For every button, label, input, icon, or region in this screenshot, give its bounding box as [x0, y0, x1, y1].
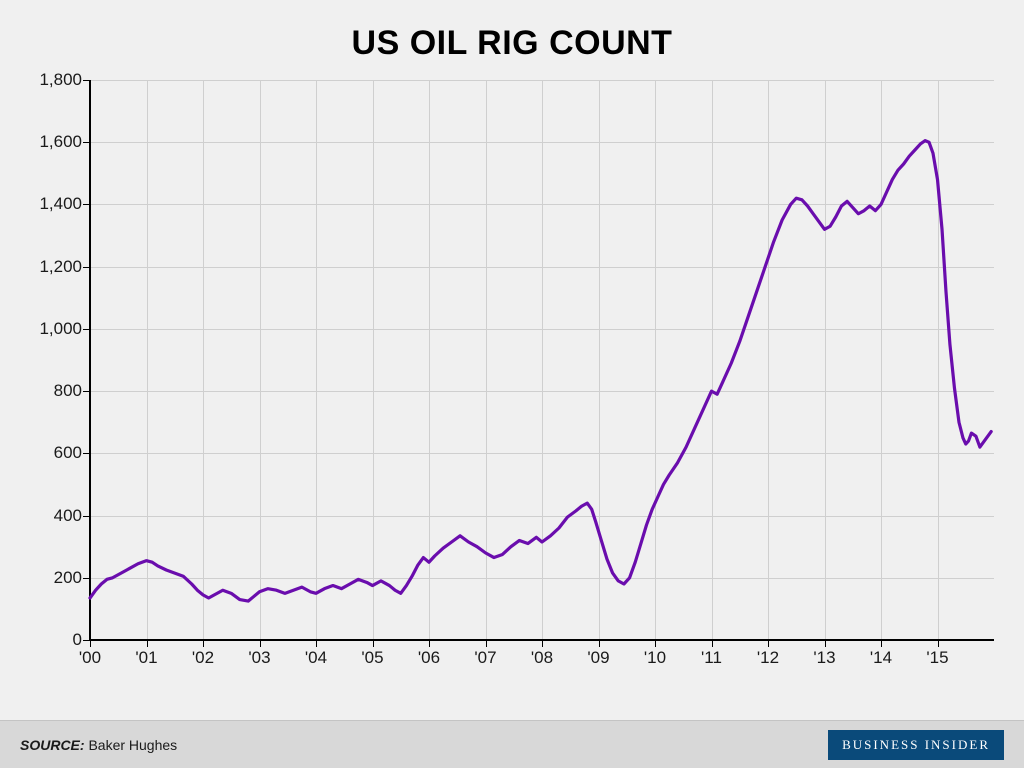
- x-axis-label: '03: [248, 648, 270, 668]
- x-axis-tick: [599, 640, 600, 647]
- x-axis-tick: [542, 640, 543, 647]
- source-attribution: SOURCE: Baker Hughes: [20, 737, 177, 753]
- y-axis-label: 1,800: [22, 70, 82, 90]
- x-axis-label: '09: [587, 648, 609, 668]
- x-axis-label: '02: [192, 648, 214, 668]
- x-axis-label: '14: [870, 648, 892, 668]
- x-axis-label: '12: [757, 648, 779, 668]
- x-axis-tick: [825, 640, 826, 647]
- y-axis-label: 600: [22, 443, 82, 463]
- line-chart-svg: [90, 80, 994, 640]
- x-axis-label: '08: [531, 648, 553, 668]
- y-axis-label: 1,000: [22, 319, 82, 339]
- plot-region: 02004006008001,0001,2001,4001,6001,800'0…: [90, 80, 994, 640]
- y-axis-label: 1,400: [22, 194, 82, 214]
- x-axis-tick: [881, 640, 882, 647]
- rig-count-series-line: [90, 141, 991, 601]
- chart-area: US OIL RIG COUNT 02004006008001,0001,200…: [0, 0, 1024, 720]
- chart-title: US OIL RIG COUNT: [0, 0, 1024, 63]
- source-name: Baker Hughes: [88, 737, 177, 753]
- x-axis-label: '15: [926, 648, 948, 668]
- y-axis-label: 200: [22, 568, 82, 588]
- y-axis-label: 1,200: [22, 257, 82, 277]
- x-axis-tick: [938, 640, 939, 647]
- x-axis-tick: [90, 640, 91, 647]
- x-axis-tick: [655, 640, 656, 647]
- x-axis-label: '13: [813, 648, 835, 668]
- x-axis-label: '04: [305, 648, 327, 668]
- y-axis-label: 0: [22, 630, 82, 650]
- footer-bar: SOURCE: Baker Hughes BUSINESS INSIDER: [0, 720, 1024, 768]
- y-axis-label: 800: [22, 381, 82, 401]
- x-axis-tick: [147, 640, 148, 647]
- y-axis-label: 400: [22, 506, 82, 526]
- x-axis-label: '10: [644, 648, 666, 668]
- source-label: SOURCE:: [20, 737, 85, 753]
- y-axis-label: 1,600: [22, 132, 82, 152]
- y-axis-tick: [83, 640, 90, 641]
- business-insider-logo: BUSINESS INSIDER: [828, 730, 1004, 760]
- x-axis-tick: [429, 640, 430, 647]
- x-axis-tick: [260, 640, 261, 647]
- x-axis-tick: [373, 640, 374, 647]
- x-axis-tick: [712, 640, 713, 647]
- plot-wrapper: 02004006008001,0001,2001,4001,6001,800'0…: [90, 80, 994, 660]
- x-axis-tick: [316, 640, 317, 647]
- x-axis-tick: [203, 640, 204, 647]
- x-axis-tick: [768, 640, 769, 647]
- chart-container: US OIL RIG COUNT 02004006008001,0001,200…: [0, 0, 1024, 768]
- x-axis-label: '00: [79, 648, 101, 668]
- x-axis-label: '01: [135, 648, 157, 668]
- x-axis-label: '07: [474, 648, 496, 668]
- x-axis-label: '11: [701, 648, 722, 668]
- x-axis-tick: [486, 640, 487, 647]
- x-axis-label: '05: [361, 648, 383, 668]
- x-axis-label: '06: [418, 648, 440, 668]
